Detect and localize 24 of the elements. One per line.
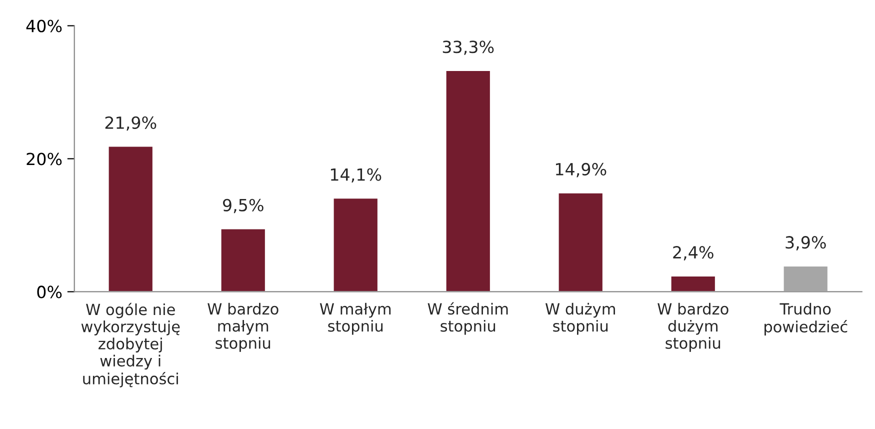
data-label: 21,9% [105,116,156,131]
x-tick-label: W bardzo małym stopniu [208,302,278,352]
x-tick-label: W dużym stopniu [545,302,615,335]
bar [670,275,716,292]
y-tick-label: 0% [37,286,62,298]
data-label: 33,3% [442,40,494,55]
data-label: 14,9% [556,162,606,178]
x-tick-label: Trudno powiedzieć [764,302,848,336]
x-tick-label: W bardzo dużym stopniu [658,302,728,352]
y-tick-label: 40% [26,20,62,32]
data-label: 3,9% [786,236,826,250]
data-label: 2,4% [673,246,714,260]
bar [107,145,154,292]
x-tick-label: W średnim stopniu [428,302,508,335]
y-tick-label: 20% [26,152,62,166]
bar [332,197,379,292]
x-tick-label: W małym stopniu [320,302,391,335]
bar [444,70,492,292]
bar [220,228,266,292]
bar [557,192,604,292]
data-label: 14,1% [330,168,382,183]
x-tick-label: W ogóle nie wykorzystuję zdobytej wiedzy i umiejętności [81,302,180,388]
data-label: 9,5% [223,198,264,214]
bar [782,265,829,292]
